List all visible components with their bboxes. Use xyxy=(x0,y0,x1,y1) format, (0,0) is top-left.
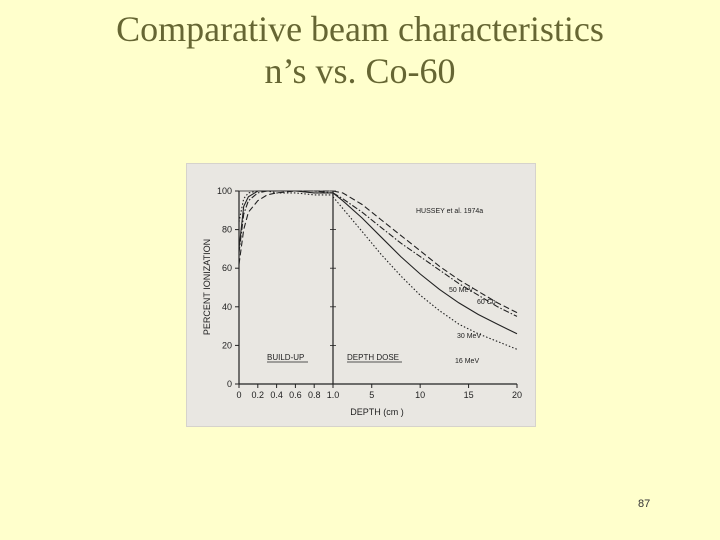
y-tick-label: 40 xyxy=(222,302,232,312)
series-line-depth-16-mev xyxy=(332,196,518,350)
y-tick-label: 80 xyxy=(222,225,232,235)
slide-title: Comparative beam characteristics n’s vs.… xyxy=(0,8,720,92)
y-tick-label: 60 xyxy=(222,263,232,273)
chart-annotation: HUSSEY et al. 1974a xyxy=(416,208,483,215)
x-tick-label-buildup: 0 xyxy=(236,390,241,400)
series-line-buildup-50-mev xyxy=(238,190,333,265)
chart-svg: 0 20 40 60 80 100 0 0.2 0.4 0.6 0.8 1.0 5 10 15 20 50 … xyxy=(202,186,522,417)
y-axis-label: PERCENT IONIZATION xyxy=(202,239,212,335)
region-label-depth-dose: DEPTH DOSE xyxy=(347,353,399,362)
x-axis-label: DEPTH (cm ) xyxy=(350,407,404,417)
series-line-buildup-60-co xyxy=(238,190,334,253)
y-tick-label: 100 xyxy=(217,186,232,196)
y-tick-label: 0 xyxy=(227,379,232,389)
series-label-30-mev: 30 MeV xyxy=(457,333,481,340)
x-tick-label-buildup: 1.0 xyxy=(327,390,340,400)
x-tick-label-depth: 10 xyxy=(415,390,425,400)
x-tick-label-buildup: 0.8 xyxy=(308,390,321,400)
x-tick-label-buildup: 0.6 xyxy=(289,390,302,400)
x-tick-label-buildup: 0.2 xyxy=(252,390,265,400)
region-label-buildup: BUILD-UP xyxy=(267,353,304,362)
series-line-depth-50-mev xyxy=(332,190,518,314)
x-tick-label-depth: 15 xyxy=(464,390,474,400)
series-line-buildup-30-mev xyxy=(238,190,333,249)
series-line-depth-30-mev xyxy=(332,192,518,335)
series-label-16-mev: 16 MeV xyxy=(455,358,479,365)
chart-figure: 0 20 40 60 80 100 0 0.2 0.4 0.6 0.8 1.0 5 10 15 20 50 … xyxy=(186,163,536,427)
series-line-depth-60-co xyxy=(332,192,518,317)
y-tick-label: 20 xyxy=(222,340,232,350)
title-line-1: Comparative beam characteristics xyxy=(116,9,604,49)
x-tick-label-depth: 5 xyxy=(369,390,374,400)
title-line-2: n’s vs. Co-60 xyxy=(264,51,456,91)
series-label-50-mev: 50 MeV xyxy=(449,287,473,294)
series-line-buildup-16-mev xyxy=(238,190,333,223)
x-tick-label-depth: 20 xyxy=(512,390,522,400)
x-tick-label-buildup: 0.4 xyxy=(270,390,283,400)
page-number: 87 xyxy=(638,498,651,510)
series-label-60-co: 60 Co xyxy=(477,299,496,306)
